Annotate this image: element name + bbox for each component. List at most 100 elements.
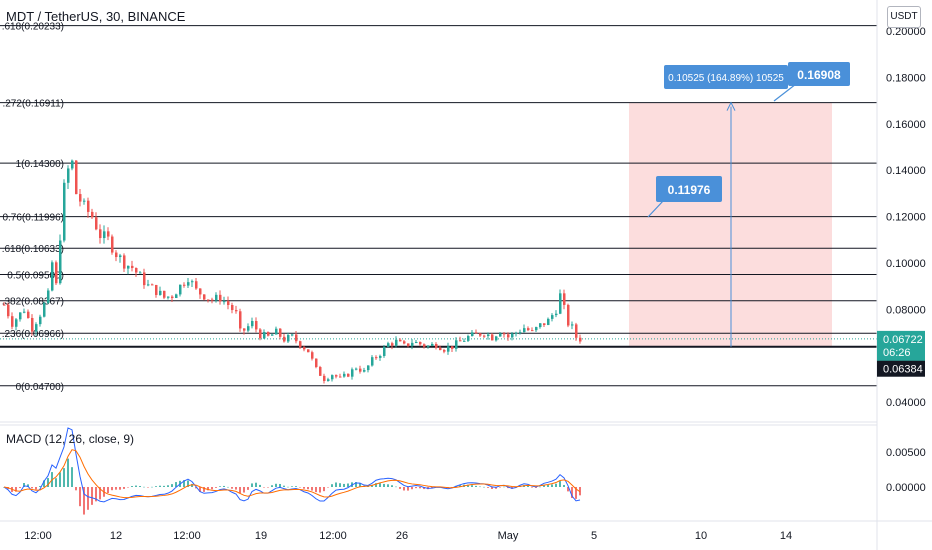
macd-histogram-bar bbox=[399, 487, 401, 489]
candle-body bbox=[391, 343, 394, 346]
macd-histogram-bar bbox=[383, 483, 385, 487]
candle-body bbox=[315, 358, 318, 368]
candle-body bbox=[231, 305, 234, 311]
candle bbox=[423, 343, 426, 349]
macd-histogram-bar bbox=[147, 487, 149, 488]
candle bbox=[111, 234, 114, 255]
candle bbox=[99, 224, 102, 244]
candle bbox=[87, 197, 90, 218]
candle-body bbox=[339, 376, 342, 378]
candle bbox=[379, 354, 382, 361]
macd-histogram-bar bbox=[571, 487, 573, 499]
candle-body bbox=[15, 319, 18, 327]
candle-body bbox=[323, 375, 326, 381]
price-tick-label: 0.08000 bbox=[886, 304, 926, 316]
candle-body bbox=[527, 328, 530, 331]
candle bbox=[267, 331, 270, 337]
candle bbox=[35, 322, 38, 336]
macd-histogram-bar bbox=[359, 483, 361, 487]
currency-button[interactable]: USDT bbox=[887, 6, 921, 28]
candle-body bbox=[115, 252, 118, 258]
candle-body bbox=[99, 229, 102, 239]
macd-histogram-bar bbox=[407, 487, 409, 491]
candle-body bbox=[151, 284, 154, 286]
candle-body bbox=[371, 357, 374, 366]
candle bbox=[431, 342, 434, 347]
candle-body bbox=[427, 345, 430, 347]
symbol-title: MDT / TetherUS, 30, BINANCE bbox=[6, 9, 186, 24]
candle-body bbox=[239, 311, 242, 329]
macd-histogram-bar bbox=[375, 483, 377, 487]
price-tick-label: 0.14000 bbox=[886, 165, 926, 177]
candle bbox=[179, 284, 182, 297]
candle bbox=[347, 373, 350, 378]
macd-histogram-bar bbox=[419, 487, 421, 489]
candle bbox=[411, 339, 414, 350]
candle bbox=[559, 289, 562, 315]
candle bbox=[39, 314, 42, 327]
candle bbox=[511, 331, 514, 341]
candle-body bbox=[291, 334, 294, 336]
macd-histogram-bar bbox=[235, 487, 237, 490]
candle bbox=[419, 341, 422, 347]
candle-body bbox=[295, 334, 298, 342]
candle bbox=[51, 260, 54, 292]
macd-histogram-bar bbox=[495, 487, 497, 489]
macd-histogram-bar bbox=[195, 487, 197, 489]
macd-histogram-bar bbox=[475, 485, 477, 487]
macd-histogram-bar bbox=[355, 482, 357, 487]
candle-body bbox=[75, 160, 78, 195]
time-tick-label: 10 bbox=[695, 530, 707, 542]
candle-body bbox=[335, 375, 338, 377]
price-tick-label: 0.16000 bbox=[886, 119, 926, 131]
macd-histogram-bar bbox=[199, 487, 201, 492]
macd-histogram-bar bbox=[95, 487, 97, 502]
fib-level-label: 0(0.04700) bbox=[16, 382, 64, 393]
candle-body bbox=[355, 368, 358, 370]
candle-body bbox=[555, 313, 558, 316]
macd-histogram-bar bbox=[175, 482, 177, 487]
candle-body bbox=[571, 324, 574, 326]
candle bbox=[459, 336, 462, 342]
candle bbox=[543, 323, 546, 327]
candle-body bbox=[203, 294, 206, 300]
macd-histogram-bar bbox=[423, 487, 425, 490]
macd-histogram-bar bbox=[139, 486, 141, 487]
candle-body bbox=[263, 332, 266, 339]
candle-body bbox=[155, 284, 158, 295]
macd-histogram-bar bbox=[343, 483, 345, 487]
candle bbox=[335, 374, 338, 379]
candle-body bbox=[47, 290, 50, 303]
macd-histogram-bar bbox=[315, 487, 317, 493]
candle-body bbox=[207, 299, 210, 301]
candle-body bbox=[547, 318, 550, 326]
candle bbox=[255, 317, 258, 333]
macd-histogram-bar bbox=[551, 484, 553, 487]
macd-histogram-bar bbox=[259, 484, 261, 487]
target-callout-pointer bbox=[773, 83, 797, 102]
fib-level-label: 0.5(0.09500) bbox=[7, 270, 64, 281]
candle bbox=[403, 340, 406, 345]
macd-histogram-bar bbox=[79, 487, 81, 507]
candle bbox=[7, 302, 10, 319]
candle bbox=[487, 332, 490, 340]
macd-histogram-bar bbox=[35, 487, 37, 490]
candle-body bbox=[303, 347, 306, 350]
candle bbox=[91, 208, 94, 220]
candle bbox=[387, 341, 390, 348]
macd-histogram-bar bbox=[167, 485, 169, 487]
candle-body bbox=[59, 240, 62, 284]
candle-body bbox=[475, 332, 478, 334]
candle-body bbox=[259, 329, 262, 339]
candle bbox=[463, 338, 466, 342]
candle-body bbox=[499, 333, 502, 337]
candle bbox=[19, 312, 22, 322]
macd-histogram-bar bbox=[107, 487, 109, 494]
candle-body bbox=[167, 296, 170, 298]
time-tick-label: 12:00 bbox=[319, 530, 347, 542]
candle bbox=[127, 265, 130, 275]
candle bbox=[271, 333, 274, 336]
candle bbox=[79, 189, 82, 207]
macd-histogram-bar bbox=[39, 486, 41, 487]
